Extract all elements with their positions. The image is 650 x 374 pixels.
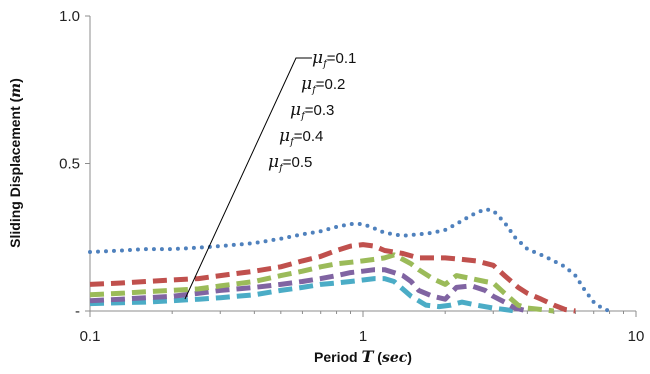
legend-entry-3: μf=0.3 [290, 100, 334, 122]
series-line-4 [89, 267, 528, 314]
legend-value: =0.5 [283, 154, 313, 171]
legend-value: =0.4 [294, 128, 324, 145]
series-line-3 [89, 252, 555, 314]
x-ticks: 0.1 1 10 [80, 311, 645, 345]
legend-subscript: f [278, 163, 285, 174]
legend-entry-5: μf=0.5 [268, 152, 312, 174]
x-tick-label: 10 [628, 328, 645, 345]
legend-mu-symbol: μ [312, 48, 323, 68]
legend-mu-symbol: μ [268, 152, 279, 172]
y-tick-label: 1.0 [59, 8, 80, 25]
y-tick-label: - [75, 303, 80, 320]
series-line-2 [89, 242, 576, 314]
legend-value: =0.2 [316, 76, 346, 93]
legend-subscript: f [322, 59, 329, 70]
legend-subscript: f [289, 137, 296, 148]
x-tick-label: 0.1 [80, 328, 101, 345]
y-tick-label: 0.5 [59, 156, 80, 173]
legend-value: =0.3 [305, 102, 335, 119]
legend-entry-4: μf=0.4 [279, 126, 323, 148]
y-ticks: - 0.5 1.0 [59, 8, 90, 320]
legend-subscript: f [300, 111, 307, 122]
legend: μf=0.1μf=0.2μf=0.3μf=0.4μf=0.5 [184, 48, 356, 300]
legend-subscript: f [311, 85, 318, 96]
legend-entry-1: μf=0.1 [312, 48, 356, 70]
legend-value: =0.1 [327, 50, 357, 67]
plot-area: -0.51.0 0.1 1 10 μf=0.1μf=0.2μf=0.3μf=0.4μ… [59, 8, 644, 345]
legend-mu-symbol: μ [301, 74, 312, 94]
x-axis-title: Period T (sec) [314, 347, 412, 366]
legend-mu-symbol: μ [290, 100, 301, 120]
legend-entry-2: μf=0.2 [301, 74, 345, 96]
series-group [88, 207, 612, 314]
legend-mu-symbol: μ [279, 126, 290, 146]
x-tick-label: 1 [359, 328, 367, 345]
legend-leader-line [184, 57, 312, 300]
series-line-5 [89, 276, 516, 314]
y-axis-title: Sliding Displacement (m) [7, 78, 24, 248]
